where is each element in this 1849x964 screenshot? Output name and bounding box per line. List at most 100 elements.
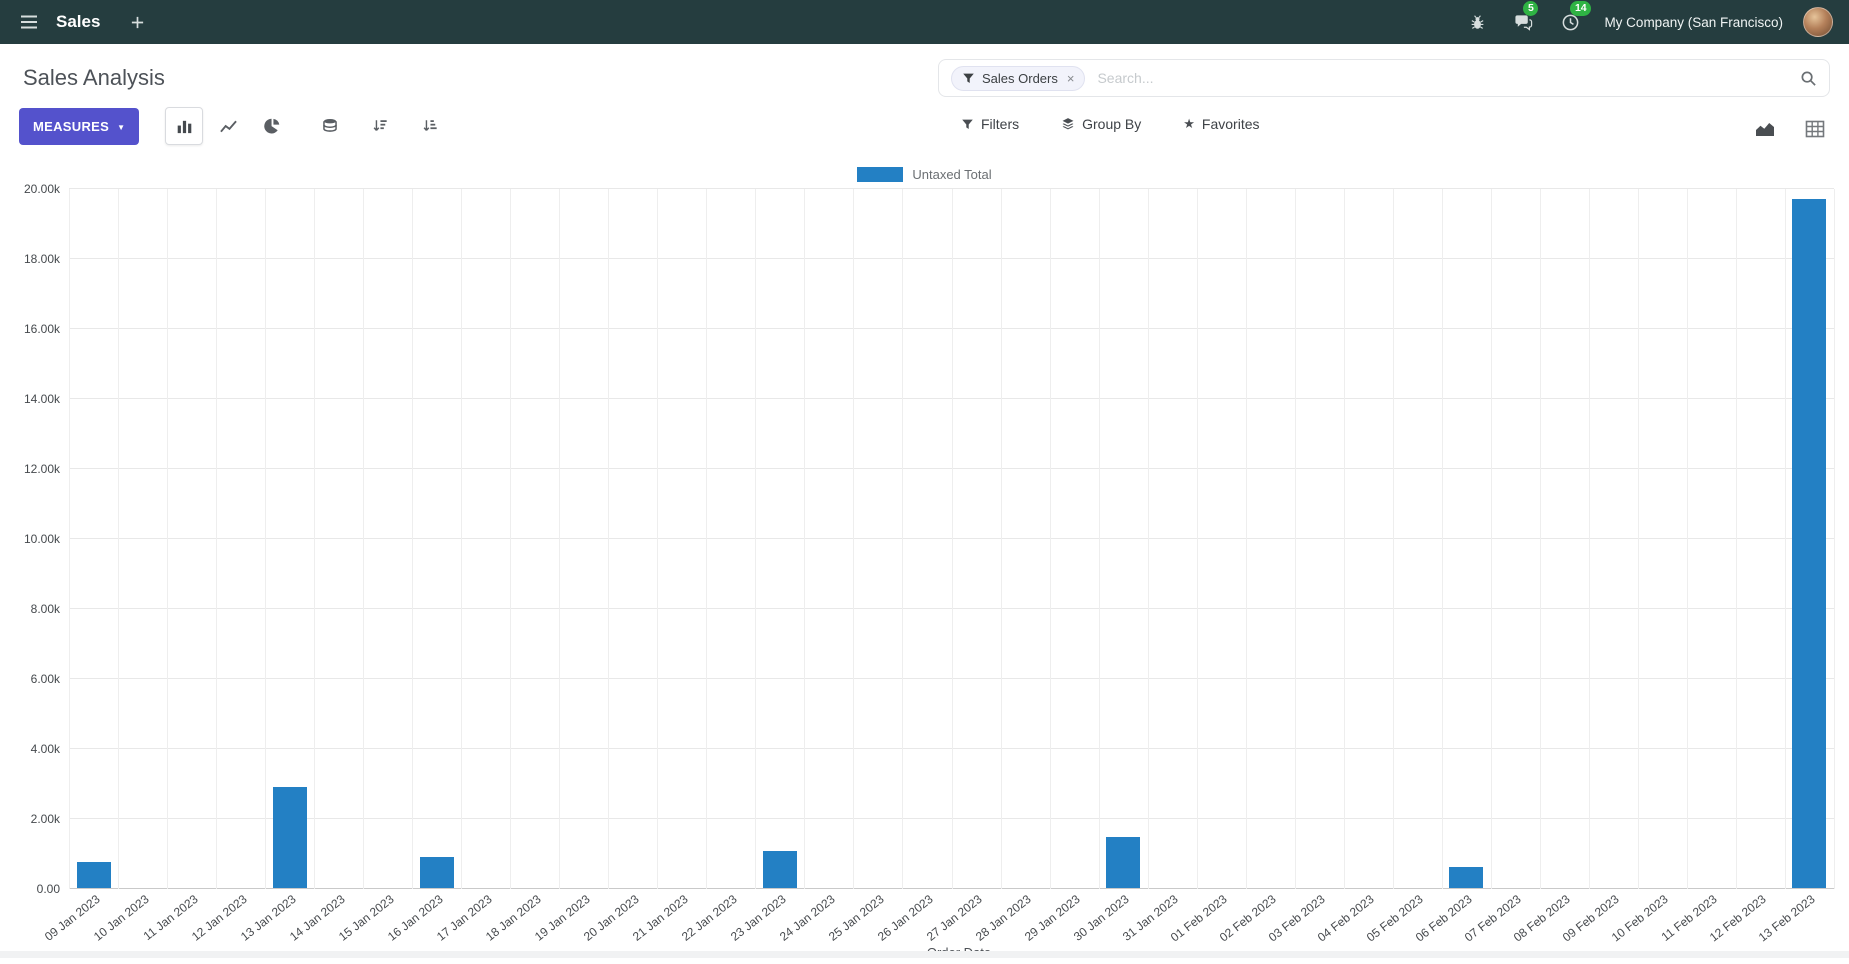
pivot-view-button[interactable] bbox=[1801, 115, 1829, 143]
group-by-label: Group By bbox=[1082, 116, 1142, 132]
sort-descending-button[interactable] bbox=[361, 107, 399, 145]
v-gridline bbox=[951, 189, 953, 889]
bar-06-feb-2023[interactable] bbox=[1449, 867, 1484, 888]
app-name[interactable]: Sales bbox=[56, 12, 101, 31]
top-navbar: Sales 5 bbox=[0, 0, 1849, 44]
messages-button[interactable]: 5 bbox=[1510, 0, 1539, 36]
favorites-star-icon: ★ bbox=[1183, 116, 1195, 131]
bar-16-jan-2023[interactable] bbox=[419, 856, 454, 888]
v-gridline bbox=[314, 189, 316, 889]
y-axis: 0.00 2.00k 4.00k 6.00k 8.00k 10.00k 12.00k 14.0… bbox=[0, 182, 69, 896]
bar-30-jan-2023[interactable] bbox=[1106, 837, 1141, 888]
hamburger-menu-icon[interactable] bbox=[16, 11, 42, 33]
v-gridline bbox=[608, 189, 610, 889]
plot-area bbox=[69, 188, 1835, 889]
y-tick-label: 6.00k bbox=[30, 672, 60, 686]
search-icon[interactable] bbox=[1800, 70, 1817, 87]
v-gridline bbox=[1049, 189, 1051, 889]
v-gridline bbox=[1686, 189, 1688, 889]
chart-legend[interactable]: Untaxed Total bbox=[0, 161, 1849, 187]
v-gridline bbox=[1539, 189, 1541, 889]
filters-funnel-icon bbox=[961, 118, 974, 131]
v-gridline bbox=[1588, 189, 1590, 889]
search-facet-sales-orders[interactable]: Sales Orders × bbox=[951, 65, 1086, 91]
y-tick-label: 12.00k bbox=[23, 462, 60, 476]
y-tick-label: 4.00k bbox=[30, 742, 60, 756]
control-panel: Sales Analysis Sales Orders × MEASURES ▼ bbox=[0, 44, 1849, 157]
v-gridline bbox=[1245, 189, 1247, 889]
facet-label: Sales Orders bbox=[982, 70, 1058, 86]
group-by-button[interactable]: Group By bbox=[1055, 115, 1147, 133]
sort-asc-icon bbox=[422, 118, 438, 134]
view-switcher bbox=[1751, 115, 1829, 143]
v-gridline bbox=[1441, 189, 1443, 889]
favorites-button[interactable]: ★ Favorites bbox=[1177, 115, 1265, 133]
y-tick-label: 10.00k bbox=[23, 532, 60, 546]
filter-funnel-icon bbox=[962, 72, 975, 85]
legend-color-swatch bbox=[857, 166, 904, 182]
v-gridline bbox=[902, 189, 904, 889]
v-gridline bbox=[1294, 189, 1296, 889]
plus-icon[interactable] bbox=[126, 11, 149, 34]
search-input[interactable] bbox=[1095, 69, 1790, 87]
v-gridline bbox=[412, 189, 414, 889]
avatar[interactable] bbox=[1803, 7, 1833, 37]
v-gridline bbox=[1147, 189, 1149, 889]
v-gridline bbox=[1834, 189, 1835, 889]
bar-chart-icon bbox=[176, 118, 193, 135]
graph-tools-group bbox=[311, 107, 449, 145]
bar-09-jan-2023[interactable] bbox=[76, 861, 111, 888]
activities-button[interactable]: 14 bbox=[1557, 0, 1592, 36]
v-gridline bbox=[461, 189, 463, 889]
measures-button[interactable]: MEASURES ▼ bbox=[19, 107, 140, 145]
sort-ascending-button[interactable] bbox=[411, 107, 449, 145]
y-tick-label: 0.00 bbox=[36, 882, 60, 896]
facet-remove-icon[interactable]: × bbox=[1066, 70, 1075, 86]
bar-23-jan-2023[interactable] bbox=[762, 851, 797, 888]
caret-down-icon: ▼ bbox=[117, 122, 126, 132]
pie-chart-button[interactable] bbox=[253, 107, 291, 145]
y-tick-label: 20.00k bbox=[23, 182, 60, 196]
y-tick-label: 16.00k bbox=[23, 322, 60, 336]
graph-view: Untaxed Total 0.00 2.00k 4.00k 6.00k 8.00k 10… bbox=[0, 157, 1849, 964]
page-title: Sales Analysis bbox=[23, 65, 165, 90]
filters-label: Filters bbox=[981, 116, 1020, 132]
v-gridline bbox=[1000, 189, 1002, 889]
horizontal-scrollbar[interactable] bbox=[0, 951, 1849, 958]
activities-badge: 14 bbox=[1570, 0, 1592, 16]
search-options-group: Filters Group By ★ Favorites bbox=[955, 115, 1266, 133]
pie-chart-icon bbox=[264, 118, 281, 135]
h-gridline bbox=[69, 188, 1834, 189]
v-gridline bbox=[1784, 189, 1786, 889]
v-gridline bbox=[1343, 189, 1345, 889]
stacked-toggle-button[interactable] bbox=[311, 107, 349, 145]
y-tick-label: 14.00k bbox=[23, 392, 60, 406]
v-gridline bbox=[69, 189, 70, 889]
messages-icon[interactable] bbox=[1510, 9, 1537, 36]
bar-chart-button[interactable] bbox=[165, 107, 204, 145]
stacked-database-icon bbox=[322, 118, 338, 134]
measures-label: MEASURES bbox=[33, 118, 110, 134]
line-chart-icon bbox=[220, 118, 237, 135]
legend-label: Untaxed Total bbox=[912, 166, 992, 182]
favorites-label: Favorites bbox=[1201, 116, 1260, 132]
v-gridline bbox=[1735, 189, 1737, 889]
v-gridline bbox=[1392, 189, 1394, 889]
group-by-layers-icon bbox=[1061, 117, 1075, 131]
activities-clock-icon[interactable] bbox=[1557, 9, 1584, 36]
v-gridline bbox=[1637, 189, 1639, 889]
graph-view-button[interactable] bbox=[1751, 115, 1779, 143]
filters-button[interactable]: Filters bbox=[955, 115, 1025, 133]
bar-13-jan-2023[interactable] bbox=[272, 786, 307, 888]
chart-type-group bbox=[165, 107, 291, 145]
v-gridline bbox=[1098, 189, 1100, 889]
search-bar[interactable]: Sales Orders × bbox=[938, 59, 1830, 97]
messages-badge: 5 bbox=[1523, 0, 1539, 16]
pivot-view-icon bbox=[1805, 119, 1825, 139]
company-switcher[interactable]: My Company (San Francisco) bbox=[1604, 14, 1783, 30]
line-chart-button[interactable] bbox=[209, 107, 247, 145]
v-gridline bbox=[1196, 189, 1198, 889]
bug-icon[interactable] bbox=[1465, 10, 1490, 35]
y-tick-label: 2.00k bbox=[30, 812, 60, 826]
bar-13-feb-2023[interactable] bbox=[1792, 198, 1827, 888]
